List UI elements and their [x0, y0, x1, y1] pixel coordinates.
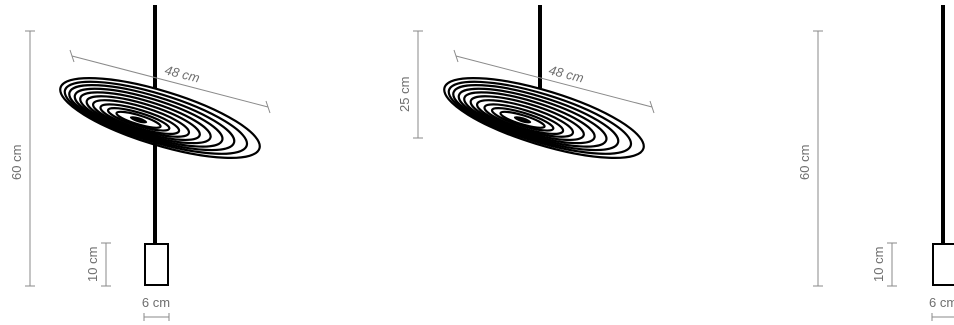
- canopy: [144, 243, 169, 286]
- figure-disc-only: 25 cm 4: [397, 5, 655, 159]
- canopy: [932, 243, 954, 286]
- diameter-label: 48 cm: [163, 62, 201, 85]
- disc-ring: [452, 83, 620, 152]
- disc-ring: [99, 103, 181, 135]
- stem-lower: [153, 138, 157, 244]
- height-dimension: 60 cm: [797, 30, 823, 287]
- height-dimension: 60 cm: [9, 30, 35, 287]
- disc-center: [129, 116, 148, 124]
- diameter-dimension-line: [455, 55, 653, 108]
- disc-ring: [79, 91, 212, 145]
- disc-ring: [483, 103, 565, 135]
- diameter-label: 48 cm: [547, 62, 585, 85]
- disc-ring: [443, 77, 645, 159]
- disc-center: [513, 116, 532, 124]
- disc-ring: [469, 95, 585, 142]
- disc-ring: [115, 110, 162, 129]
- diameter-tick-right: [649, 100, 655, 114]
- disc-ring: [447, 80, 633, 155]
- disc-ring: [59, 77, 261, 159]
- disc-ring: [475, 99, 575, 138]
- height-label: 25 cm: [397, 77, 412, 112]
- stem: [941, 5, 945, 244]
- disc-ring: [499, 110, 546, 129]
- disc-ring: [490, 106, 555, 132]
- disc-ring: [85, 95, 201, 142]
- canopy-height-label: 10 cm: [85, 247, 100, 282]
- canopy-width-label: 6 cm: [929, 295, 954, 310]
- height-label: 60 cm: [797, 145, 812, 180]
- canopy-width-dimension: 6 cm: [142, 295, 170, 321]
- disc-ring: [63, 80, 249, 155]
- canopy-height-dimension: 10 cm: [85, 242, 111, 287]
- disc-shade: [443, 77, 645, 159]
- canopy-height-label: 10 cm: [871, 247, 886, 282]
- stem-upper: [153, 5, 157, 88]
- height-dimension: 25 cm: [397, 30, 423, 139]
- canopy-height-dimension: 10 cm: [871, 242, 897, 287]
- height-label: 60 cm: [9, 145, 24, 180]
- figure-side-view-cropped: 60 cm 10 cm 6 cm: [797, 5, 954, 321]
- stem: [538, 5, 542, 88]
- disc-ring: [91, 99, 191, 138]
- diameter-dimension-line: [71, 55, 269, 108]
- disc-ring: [73, 87, 224, 148]
- diameter-tick-left: [69, 49, 75, 63]
- canopy-width-dimension: 6 cm: [929, 295, 954, 321]
- disc-shade: [59, 77, 261, 159]
- canopy-width-label: 6 cm: [142, 295, 170, 310]
- disc-ring: [463, 91, 596, 145]
- figure-full-lamp-angled: 60 cm 10 cm 6 cm: [9, 5, 271, 321]
- diameter-tick-left: [453, 49, 459, 63]
- disc-ring: [106, 106, 171, 132]
- diameter-tick-right: [265, 100, 271, 114]
- disc-ring: [68, 83, 236, 152]
